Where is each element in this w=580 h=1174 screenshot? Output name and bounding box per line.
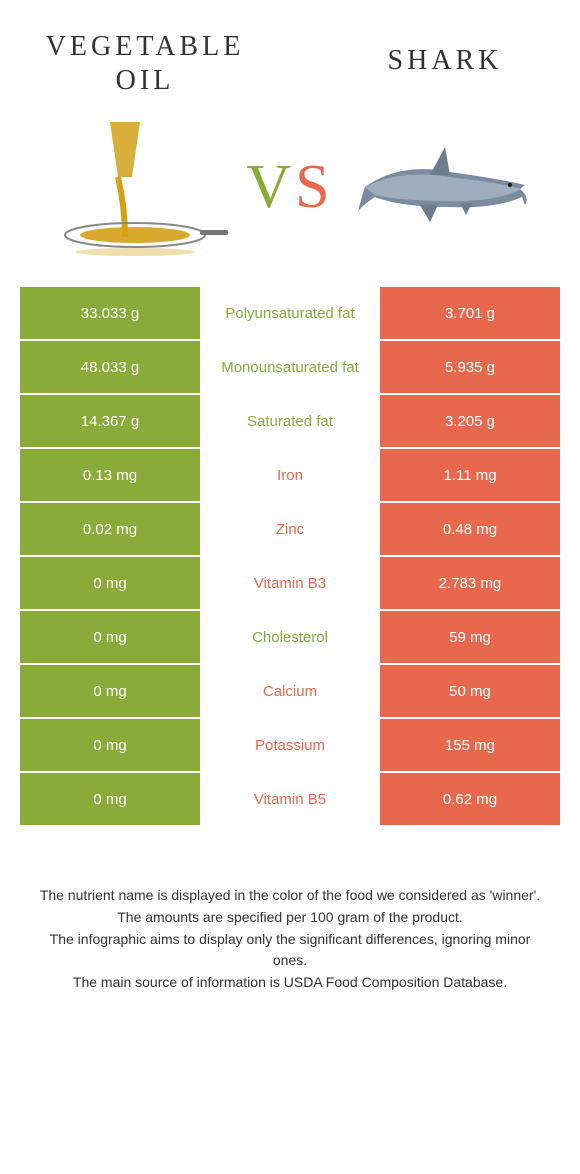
cell-left-value: 0 mg	[20, 719, 200, 771]
footer-line-4: The main source of information is USDA F…	[35, 972, 545, 994]
table-row: 14.367 gSaturated fat3.205 g	[20, 395, 560, 447]
cell-nutrient-label: Vitamin B5	[200, 773, 380, 825]
cell-right-value: 155 mg	[380, 719, 560, 771]
cell-nutrient-label: Saturated fat	[200, 395, 380, 447]
vs-label: VS	[246, 152, 333, 223]
table-row: 0 mgPotassium155 mg	[20, 719, 560, 771]
cell-nutrient-label: Cholesterol	[200, 611, 380, 663]
cell-left-value: 0.13 mg	[20, 449, 200, 501]
cell-nutrient-label: Monounsaturated fat	[200, 341, 380, 393]
cell-nutrient-label: Polyunsaturated fat	[200, 287, 380, 339]
table-row: 0 mgCalcium50 mg	[20, 665, 560, 717]
comparison-table: 33.033 gPolyunsaturated fat3.701 g48.033…	[20, 287, 560, 825]
cell-left-value: 14.367 g	[20, 395, 200, 447]
cell-left-value: 0 mg	[20, 665, 200, 717]
cell-nutrient-label: Iron	[200, 449, 380, 501]
vs-s: S	[295, 153, 333, 221]
cell-right-value: 3.701 g	[380, 287, 560, 339]
cell-nutrient-label: Potassium	[200, 719, 380, 771]
title-left: VEGETABLE OIL	[45, 30, 245, 97]
cell-right-value: 0.62 mg	[380, 773, 560, 825]
cell-nutrient-label: Vitamin B3	[200, 557, 380, 609]
table-row: 0 mgCholesterol59 mg	[20, 611, 560, 663]
cell-left-value: 33.033 g	[20, 287, 200, 339]
cell-nutrient-label: Calcium	[200, 665, 380, 717]
table-row: 48.033 gMonounsaturated fat5.935 g	[20, 341, 560, 393]
cell-right-value: 50 mg	[380, 665, 560, 717]
vegetable-oil-image	[40, 117, 230, 257]
header: VEGETABLE OIL SHARK	[15, 20, 565, 117]
footer-line-2: The amounts are specified per 100 gram o…	[35, 907, 545, 929]
cell-right-value: 3.205 g	[380, 395, 560, 447]
footer-line-1: The nutrient name is displayed in the co…	[35, 885, 545, 907]
cell-right-value: 59 mg	[380, 611, 560, 663]
cell-nutrient-label: Zinc	[200, 503, 380, 555]
footer-line-3: The infographic aims to display only the…	[35, 929, 545, 972]
vs-v: V	[246, 153, 295, 221]
shark-image	[350, 117, 540, 257]
cell-left-value: 48.033 g	[20, 341, 200, 393]
cell-left-value: 0 mg	[20, 557, 200, 609]
table-row: 0 mgVitamin B32.783 mg	[20, 557, 560, 609]
table-row: 33.033 gPolyunsaturated fat3.701 g	[20, 287, 560, 339]
cell-left-value: 0 mg	[20, 773, 200, 825]
table-row: 0.13 mgIron1.11 mg	[20, 449, 560, 501]
cell-right-value: 5.935 g	[380, 341, 560, 393]
table-row: 0 mgVitamin B50.62 mg	[20, 773, 560, 825]
cell-right-value: 2.783 mg	[380, 557, 560, 609]
table-row: 0.02 mgZinc0.48 mg	[20, 503, 560, 555]
images-row: VS	[15, 117, 565, 257]
cell-left-value: 0 mg	[20, 611, 200, 663]
cell-right-value: 0.48 mg	[380, 503, 560, 555]
title-right: SHARK	[355, 30, 535, 78]
cell-right-value: 1.11 mg	[380, 449, 560, 501]
cell-left-value: 0.02 mg	[20, 503, 200, 555]
footer-notes: The nutrient name is displayed in the co…	[15, 885, 565, 993]
